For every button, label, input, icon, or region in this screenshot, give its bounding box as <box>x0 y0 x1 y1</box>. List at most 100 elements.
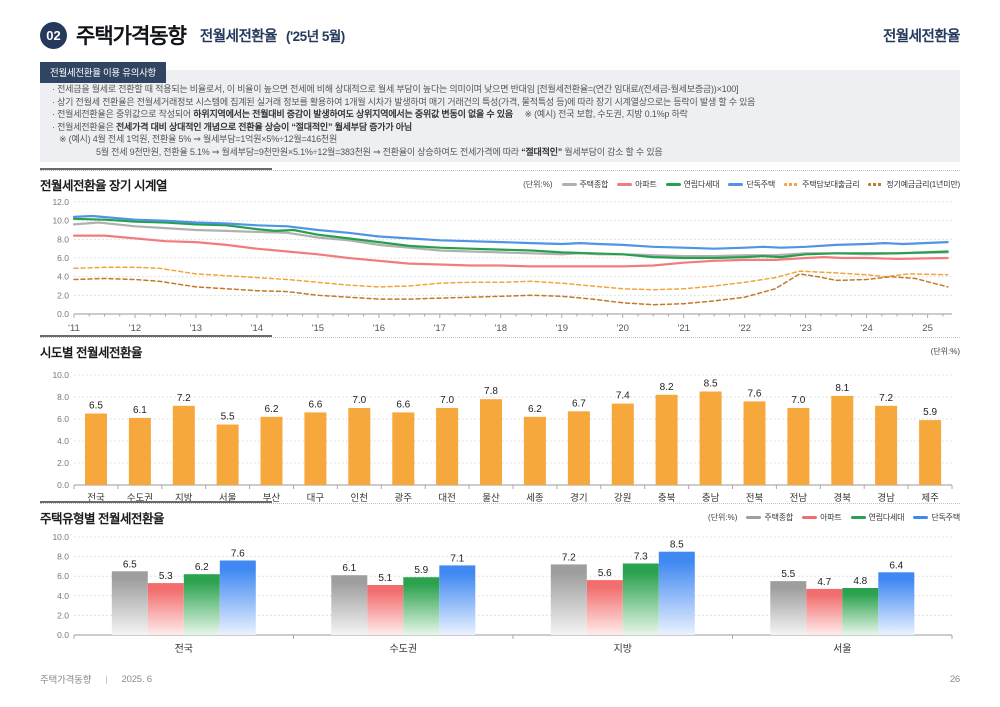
bar <box>436 408 459 485</box>
bar-value-label: 7.4 <box>616 391 630 402</box>
svg-text:4.0: 4.0 <box>57 591 69 601</box>
x-tick-label: '24 <box>860 323 872 334</box>
bar-value-label: 5.3 <box>159 571 173 582</box>
x-tick-label: '21 <box>678 323 690 334</box>
bar-value-label: 8.2 <box>660 382 674 393</box>
svg-text:2.0: 2.0 <box>57 610 69 620</box>
legend-swatch-icon <box>850 515 866 519</box>
x-tick-label: 25 <box>922 323 933 334</box>
bar <box>147 583 184 635</box>
housing-type-bar-chart: 0.0 2.0 4.0 6.0 8.0 10.0 6.5 5.3 6.2 7.6 전국 6.1 5.1 5… <box>52 532 953 655</box>
bar-category-label: 대전 <box>438 493 455 504</box>
bar <box>586 580 623 635</box>
section-title: 주택유형별 전월세전환율 <box>40 511 164 526</box>
svg-text:8.0: 8.0 <box>57 392 69 402</box>
page-title: 주택가격동향 <box>76 25 187 48</box>
bar-value-label: 5.5 <box>221 412 235 423</box>
legend-label: 단독주택 <box>746 179 776 189</box>
notice-line: · 상기 전월세 전환율은 전월세거래정보 시스템에 집계된 실거래 정보를 활… <box>52 96 756 107</box>
bar-category-label: 울산 <box>482 493 500 504</box>
bar-value-label: 7.2 <box>562 552 576 563</box>
notice-line: · 전월세전환율은 중위값으로 작성되어 하위지역에서는 전월대비 증감이 발생… <box>52 109 688 120</box>
region-bar-chart: 0.02.04.06.08.010.06.5전국6.1수도권7.2지방5.5서울… <box>52 370 953 504</box>
line-chart-legend: 주택종합 아파트 연립다세대 단독주택 주택담보대출금리 정기예금금리(1년미만) <box>561 179 960 190</box>
legend-label: 연립다세대 <box>683 179 720 189</box>
bar-category-label: 충북 <box>658 493 676 504</box>
bar <box>770 581 807 635</box>
x-tick-label: '18 <box>495 323 507 334</box>
section-rule <box>40 168 960 171</box>
bar-category-label: 부산 <box>263 493 281 504</box>
bar <box>658 551 695 635</box>
page-footer: 주택가격동향 | 2025. 6 26 <box>40 672 960 687</box>
bar-category-label: 세종 <box>526 493 544 504</box>
bar-category-label: 경기 <box>570 492 587 504</box>
section-number-badge: 02 <box>40 21 67 49</box>
bar-value-label: 6.6 <box>308 399 322 410</box>
bar <box>367 585 404 635</box>
bar <box>567 411 590 485</box>
legend-label: 아파트 <box>820 512 842 522</box>
bar-value-label: 6.5 <box>89 401 103 412</box>
legend-item: 주택종합 <box>561 179 609 190</box>
svg-text:4.0: 4.0 <box>57 436 69 446</box>
bar <box>85 413 107 485</box>
notice-box: 전월세전환율 이용 유의사항 · 전세금을 월세로 전환할 때 적용되는 비율로… <box>40 62 960 162</box>
x-tick-label: '15 <box>312 323 324 334</box>
legend-swatch-icon <box>802 515 818 519</box>
bar-value-label: 6.6 <box>396 399 410 410</box>
bar-value-label: 7.0 <box>440 395 454 406</box>
group-category-label: 서울 <box>833 643 851 655</box>
group-category-label: 수도권 <box>389 643 417 655</box>
bar <box>480 399 502 485</box>
line-series <box>72 214 949 250</box>
x-tick-label: '22 <box>739 323 751 334</box>
line-series <box>72 221 949 258</box>
bar-value-label: 5.5 <box>781 569 795 580</box>
legend-label: 주택종합 <box>579 179 609 189</box>
svg-text:2.0: 2.0 <box>57 458 69 468</box>
legend-swatch-icon <box>665 182 681 186</box>
bar-value-label: 7.8 <box>484 386 498 397</box>
legend-label: 연립다세대 <box>868 512 905 522</box>
legend-swatch-icon <box>728 182 744 186</box>
legend-swatch-icon <box>868 182 884 186</box>
bar-value-label: 8.1 <box>835 383 849 394</box>
svg-text:6.0: 6.0 <box>57 253 69 263</box>
bar <box>743 401 766 485</box>
line-series <box>73 266 949 291</box>
notice-line: · 전세금을 월세로 전환할 때 적용되는 비율로서, 이 비율이 높으면 전세… <box>52 84 739 94</box>
bar <box>172 405 195 485</box>
bar-value-label: 4.7 <box>817 577 831 588</box>
bar-category-label: 경남 <box>877 492 895 504</box>
svg-text:4.0: 4.0 <box>57 272 69 282</box>
bar <box>523 416 546 485</box>
legend-label: 주택담보대출금리 <box>802 179 860 189</box>
notice-tab: 전월세전환율 이용 유의사항 <box>40 62 166 83</box>
group-category-label: 전국 <box>175 643 193 655</box>
section-rule <box>40 335 960 338</box>
line-series <box>72 217 949 260</box>
legend-swatch-icon <box>561 182 577 186</box>
svg-text:8.0: 8.0 <box>57 552 69 562</box>
svg-text:12.0: 12.0 <box>52 197 69 207</box>
legend-item: 연립다세대 <box>665 179 720 190</box>
footer-doc-title: 주택가격동향 <box>40 675 92 686</box>
legend-item: 아파트 <box>617 179 657 190</box>
x-tick-label: '11 <box>68 323 80 334</box>
bar <box>403 577 440 635</box>
page-number: 26 <box>949 673 960 685</box>
x-tick-label: '17 <box>434 323 446 334</box>
svg-text:6.0: 6.0 <box>57 414 69 424</box>
svg-text:0.0: 0.0 <box>57 630 69 640</box>
bar-value-label: 7.6 <box>231 549 245 560</box>
legend-label: 정기예금금리(1년미만) <box>886 179 960 189</box>
bar-value-label: 8.5 <box>670 540 684 551</box>
svg-text:2.0: 2.0 <box>57 290 69 300</box>
legend-item: 주택종합 <box>746 512 793 523</box>
bar <box>183 574 220 635</box>
bar <box>831 395 854 485</box>
line-series <box>72 234 949 268</box>
bar <box>699 391 722 485</box>
